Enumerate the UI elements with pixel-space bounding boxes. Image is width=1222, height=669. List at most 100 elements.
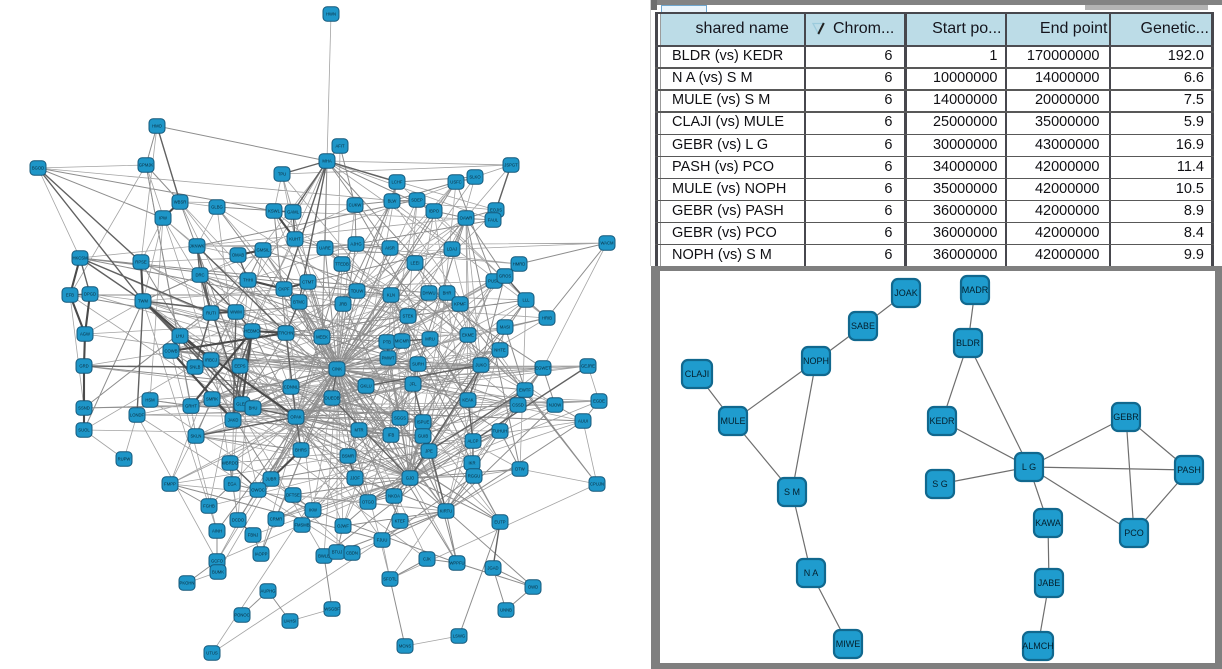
svg-text:HWN: HWN <box>326 12 336 17</box>
svg-text:HMRD: HMRD <box>513 262 526 267</box>
svg-text:WACM: WACM <box>600 241 614 246</box>
svg-text:GJO: GJO <box>406 476 415 481</box>
svg-text:WSGBF: WSGBF <box>324 607 340 612</box>
svg-text:BLW: BLW <box>388 199 397 204</box>
svg-text:TRCHN: TRCHN <box>279 331 294 336</box>
svg-text:CBDN: CBDN <box>346 551 358 556</box>
svg-text:BGOD: BGOD <box>32 166 44 171</box>
svg-text:RGGU: RGGU <box>468 474 481 479</box>
svg-text:HSM: HSM <box>145 398 155 403</box>
svg-text:BHRS: BHRS <box>295 448 307 453</box>
svg-text:KEDR: KEDR <box>929 416 955 426</box>
svg-text:BWLB: BWLB <box>318 554 330 559</box>
svg-text:NJOW: NJOW <box>549 403 561 408</box>
svg-text:OAWR: OAWR <box>460 216 473 221</box>
svg-text:CSSD: CSSD <box>512 403 524 408</box>
svg-text:PASH: PASH <box>1177 465 1201 475</box>
svg-text:CKPF: CKPF <box>278 287 290 292</box>
svg-text:TTEDB: TTEDB <box>335 262 349 267</box>
svg-text:KIRTU: KIRTU <box>440 509 453 514</box>
svg-text:HMO: HMO <box>152 124 163 129</box>
svg-text:OPAK: OPAK <box>290 415 302 420</box>
svg-text:UTUS: UTUS <box>206 651 218 656</box>
svg-text:CTMT: CTMT <box>302 280 314 285</box>
svg-text:WWM: WWM <box>230 310 242 315</box>
svg-text:MIWE: MIWE <box>836 639 861 649</box>
svg-text:STEK: STEK <box>403 314 414 319</box>
svg-text:RUPW: RUPW <box>118 457 131 462</box>
svg-text:JJOF: JJOF <box>350 476 360 481</box>
svg-text:MICMR: MICMR <box>395 339 409 344</box>
svg-text:JOAK: JOAK <box>894 288 918 298</box>
svg-text:LLL: LLL <box>523 298 531 303</box>
svg-text:DPGD: DPGD <box>84 292 96 297</box>
svg-text:UNNB: UNNB <box>500 608 512 613</box>
svg-text:SLKO: SLKO <box>469 175 481 180</box>
svg-text:GAML: GAML <box>287 210 300 215</box>
svg-text:TWM: TWM <box>138 299 149 304</box>
svg-text:PONOC: PONOC <box>234 613 249 618</box>
svg-text:PUSC: PUSC <box>488 279 500 284</box>
svg-text:GLBG: GLBG <box>211 205 223 210</box>
svg-text:GCFO: GCFO <box>211 559 224 564</box>
svg-text:CJK: CJK <box>423 557 431 562</box>
svg-text:SFOTL: SFOTL <box>383 577 397 582</box>
svg-text:GPMJK: GPMJK <box>139 163 154 168</box>
svg-text:ALMCH: ALMCH <box>1022 641 1054 651</box>
svg-text:MADR: MADR <box>962 285 989 295</box>
svg-text:PTB: PTB <box>383 340 391 345</box>
svg-text:JKNWK: JKNWK <box>190 244 205 249</box>
svg-text:WBRDO: WBRDO <box>222 461 239 466</box>
svg-text:KAWA: KAWA <box>1035 518 1061 528</box>
svg-text:GMSIL: GMSIL <box>256 248 270 253</box>
svg-text:AFIT: AFIT <box>335 144 345 149</box>
svg-text:RPSE: RPSE <box>135 260 147 265</box>
svg-text:WBSR: WBSR <box>174 200 187 205</box>
svg-text:NHTE: NHTE <box>494 348 506 353</box>
svg-text:JABE: JABE <box>1038 578 1061 588</box>
svg-text:JUKO: JUKO <box>475 363 487 368</box>
svg-text:BTUJ: BTUJ <box>332 550 342 555</box>
svg-text:KEAK: KEAK <box>462 398 473 403</box>
svg-text:GEBR: GEBR <box>1113 412 1139 422</box>
svg-text:DTW: DTW <box>515 467 525 472</box>
svg-text:IBPO: IBPO <box>429 209 440 214</box>
svg-text:KPMF: KPMF <box>454 302 466 307</box>
svg-text:IRBCJ: IRBCJ <box>205 358 217 363</box>
svg-text:TUHUH: TUHUH <box>493 429 508 434</box>
svg-text:KLN: KLN <box>387 293 395 298</box>
svg-text:FBNJ: FBNJ <box>248 533 258 538</box>
svg-text:LDAJ: LDAJ <box>447 247 457 252</box>
svg-text:BSMR: BSMR <box>342 454 354 459</box>
svg-text:EGWET: EGWET <box>535 366 551 371</box>
svg-text:PMWT: PMWT <box>382 356 395 361</box>
svg-text:EFB: EFB <box>66 293 74 298</box>
svg-text:DHWU: DHWU <box>422 291 435 296</box>
svg-text:FAUL: FAUL <box>488 218 499 223</box>
svg-text:GEJRE: GEJRE <box>581 364 595 369</box>
svg-text:PKOHN: PKOHN <box>180 581 195 586</box>
svg-text:JFL: JFL <box>410 382 418 387</box>
svg-text:EEPS: EEPS <box>234 364 245 369</box>
svg-text:MULE: MULE <box>720 416 745 426</box>
svg-text:HKCSM: HKCSM <box>72 256 88 261</box>
svg-text:FGHB: FGHB <box>203 504 215 509</box>
svg-text:SURH: SURH <box>412 362 424 367</box>
svg-text:EUTP: EUTP <box>494 520 505 525</box>
svg-text:MCNS: MCNS <box>399 644 412 649</box>
svg-text:GRD: GRD <box>79 364 88 369</box>
svg-text:IFB: IFB <box>388 433 395 438</box>
svg-text:MTR: MTR <box>354 428 363 433</box>
svg-text:NKOA: NKOA <box>388 494 400 499</box>
svg-text:EWTF: EWTF <box>519 388 531 393</box>
svg-text:JSPGT: JSPGT <box>504 163 518 168</box>
svg-text:SDEP: SDEP <box>411 198 423 203</box>
svg-text:OJWF: OJWF <box>337 524 349 529</box>
svg-text:MASI: MASI <box>500 325 510 330</box>
svg-text:MEEK: MEEK <box>316 335 328 340</box>
svg-text:DCDO: DCDO <box>232 518 245 523</box>
svg-text:FJUU: FJUU <box>377 538 388 543</box>
svg-text:S G: S G <box>932 479 948 489</box>
svg-text:HEBMO: HEBMO <box>244 329 260 334</box>
svg-text:BLDR: BLDR <box>956 338 981 348</box>
